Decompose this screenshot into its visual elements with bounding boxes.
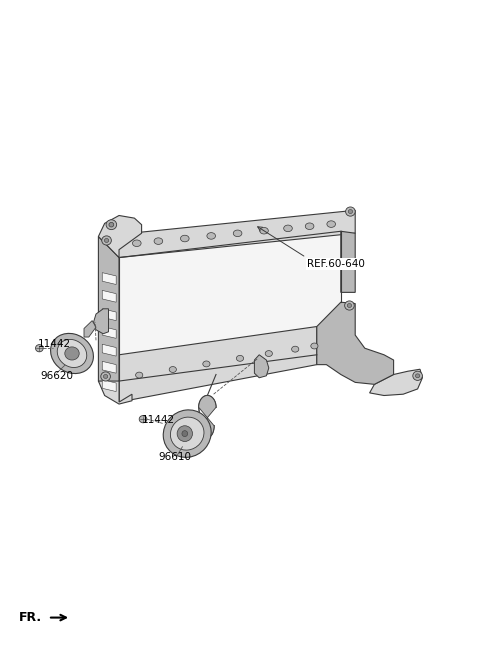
Polygon shape bbox=[102, 290, 116, 302]
Text: FR.: FR. bbox=[19, 611, 42, 624]
Ellipse shape bbox=[260, 227, 268, 234]
Polygon shape bbox=[102, 361, 116, 373]
Text: 11442: 11442 bbox=[37, 339, 71, 350]
Ellipse shape bbox=[348, 210, 352, 214]
Polygon shape bbox=[102, 309, 116, 321]
Polygon shape bbox=[199, 396, 216, 438]
Ellipse shape bbox=[203, 361, 210, 367]
Ellipse shape bbox=[236, 355, 244, 361]
Ellipse shape bbox=[102, 236, 111, 245]
Ellipse shape bbox=[101, 372, 110, 381]
Polygon shape bbox=[84, 321, 96, 337]
Ellipse shape bbox=[132, 240, 141, 246]
Ellipse shape bbox=[36, 345, 43, 352]
Ellipse shape bbox=[154, 238, 163, 244]
Polygon shape bbox=[102, 327, 116, 338]
Ellipse shape bbox=[106, 219, 117, 230]
Polygon shape bbox=[98, 237, 119, 402]
Ellipse shape bbox=[311, 343, 318, 349]
Ellipse shape bbox=[50, 333, 94, 374]
Ellipse shape bbox=[170, 417, 204, 450]
Polygon shape bbox=[317, 302, 394, 384]
Polygon shape bbox=[102, 273, 116, 284]
Ellipse shape bbox=[415, 374, 420, 378]
Ellipse shape bbox=[346, 207, 355, 216]
Ellipse shape bbox=[177, 426, 192, 442]
Ellipse shape bbox=[233, 230, 242, 237]
Polygon shape bbox=[370, 369, 422, 396]
Ellipse shape bbox=[135, 372, 143, 378]
Ellipse shape bbox=[182, 431, 188, 436]
Text: REF.60-640: REF.60-640 bbox=[307, 259, 365, 269]
Polygon shape bbox=[98, 215, 142, 258]
Ellipse shape bbox=[104, 374, 108, 378]
Polygon shape bbox=[341, 231, 355, 292]
Text: 11442: 11442 bbox=[142, 415, 175, 426]
Polygon shape bbox=[98, 381, 132, 404]
Ellipse shape bbox=[65, 347, 79, 360]
Ellipse shape bbox=[105, 238, 109, 242]
Polygon shape bbox=[119, 327, 317, 402]
Text: 96610: 96610 bbox=[159, 451, 192, 462]
Polygon shape bbox=[94, 309, 108, 334]
Ellipse shape bbox=[305, 223, 314, 229]
Ellipse shape bbox=[284, 225, 292, 232]
Polygon shape bbox=[98, 210, 355, 258]
Ellipse shape bbox=[345, 301, 354, 310]
Ellipse shape bbox=[169, 367, 176, 373]
Text: 96620: 96620 bbox=[41, 371, 74, 381]
Polygon shape bbox=[254, 355, 269, 378]
Ellipse shape bbox=[163, 410, 211, 457]
Polygon shape bbox=[102, 380, 116, 392]
Polygon shape bbox=[102, 344, 116, 356]
Ellipse shape bbox=[291, 346, 299, 352]
Ellipse shape bbox=[207, 233, 216, 239]
Ellipse shape bbox=[413, 371, 422, 380]
Ellipse shape bbox=[109, 222, 114, 227]
Ellipse shape bbox=[139, 416, 147, 423]
Polygon shape bbox=[119, 231, 341, 381]
Ellipse shape bbox=[180, 235, 189, 242]
Ellipse shape bbox=[265, 351, 273, 357]
Ellipse shape bbox=[327, 221, 336, 227]
Ellipse shape bbox=[347, 304, 351, 307]
Ellipse shape bbox=[57, 340, 87, 367]
